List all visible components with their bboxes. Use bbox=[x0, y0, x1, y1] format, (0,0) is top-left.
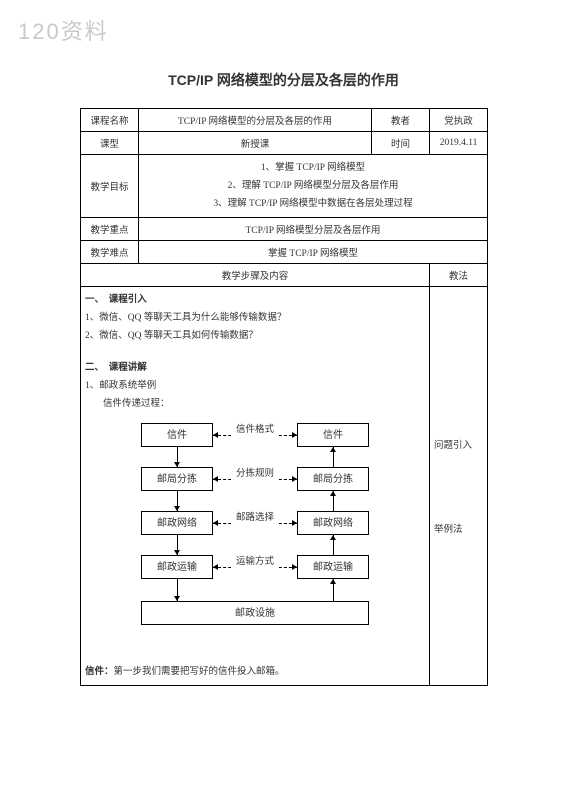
cell-goals-label: 教学目标 bbox=[81, 155, 139, 218]
flow-right-2: 邮政网络 bbox=[297, 511, 369, 535]
page: TCP/IP 网络模型的分层及各层的作用 课程名称 TCP/IP 网络模型的分层… bbox=[80, 70, 487, 686]
cell-type-label: 课型 bbox=[81, 132, 139, 155]
flow-left-3: 邮政运输 bbox=[141, 555, 213, 579]
arrow-u-r-2 bbox=[330, 535, 336, 540]
goals-row: 教学目标 1、掌握 TCP/IP 网络模型 2、理解 TCP/IP 网络模型分层… bbox=[81, 155, 488, 218]
flow-label-3: 运输方式 bbox=[231, 553, 279, 571]
cell-type: 新授课 bbox=[139, 132, 372, 155]
spacer bbox=[434, 451, 483, 521]
section-1-line-2: 2、微信、QQ 等聊天工具如何传输数据？ bbox=[85, 327, 425, 345]
cell-method-label: 教法 bbox=[430, 264, 488, 287]
cell-difficulty: 掌握 TCP/IP 网络模型 bbox=[139, 241, 488, 264]
flow-label-1: 分拣规则 bbox=[231, 465, 279, 483]
flow-left-1: 邮局分拣 bbox=[141, 467, 213, 491]
cell-teacher-label: 教者 bbox=[372, 109, 430, 132]
header-row-2: 课型 新授课 时间 2019.4.11 bbox=[81, 132, 488, 155]
arrow-r-3 bbox=[292, 564, 297, 570]
lesson-table: 课程名称 TCP/IP 网络模型的分层及各层的作用 教者 党执政 课型 新授课 … bbox=[80, 108, 488, 686]
arrow-l-2 bbox=[213, 520, 218, 526]
doc-title: TCP/IP 网络模型的分层及各层的作用 bbox=[80, 70, 487, 90]
goal-3: 3、理解 TCP/IP 网络模型中数据在各层处理过程 bbox=[143, 195, 483, 213]
arrow-r-1 bbox=[292, 476, 297, 482]
flow-left-2: 邮政网络 bbox=[141, 511, 213, 535]
flow-label-2: 邮路选择 bbox=[231, 509, 279, 527]
cell-difficulty-label: 教学难点 bbox=[81, 241, 139, 264]
arrow-l-3 bbox=[213, 564, 218, 570]
watermark: 120资料 bbox=[18, 14, 109, 46]
cell-focus-label: 教学重点 bbox=[81, 218, 139, 241]
arrow-l-0 bbox=[213, 432, 218, 438]
bottom-note: 信件：第一步我们需要把写好的信件投入邮箱。 bbox=[85, 663, 425, 681]
header-row-1: 课程名称 TCP/IP 网络模型的分层及各层的作用 教者 党执政 bbox=[81, 109, 488, 132]
section-2-title: 二、 课程讲解 bbox=[85, 359, 425, 377]
cell-time: 2019.4.11 bbox=[430, 132, 488, 155]
arrow-u-r-1 bbox=[330, 491, 336, 496]
spacer bbox=[85, 345, 425, 359]
focus-row: 教学重点 TCP/IP 网络模型分层及各层作用 bbox=[81, 218, 488, 241]
flow-right-3: 邮政运输 bbox=[297, 555, 369, 579]
arrow-u-r-bottom bbox=[330, 579, 336, 584]
goal-2: 2、理解 TCP/IP 网络模型分层及各层作用 bbox=[143, 177, 483, 195]
flow-right-0: 信件 bbox=[297, 423, 369, 447]
body-row: 一、 课程引入 1、微信、QQ 等聊天工具为什么能够传输数据？ 2、微信、QQ … bbox=[81, 287, 488, 686]
section-1-title: 一、 课程引入 bbox=[85, 291, 425, 309]
section-1-line-1: 1、微信、QQ 等聊天工具为什么能够传输数据？ bbox=[85, 309, 425, 327]
flow-left-0: 信件 bbox=[141, 423, 213, 447]
postal-flowchart: 信件 信件信件格式邮局分拣 邮局分拣分拣规则邮政网络 邮政网络邮路选择邮政运输 邮政运输… bbox=[115, 423, 395, 653]
flow-bottom: 邮政设施 bbox=[141, 601, 369, 625]
flow-right-1: 邮局分拣 bbox=[297, 467, 369, 491]
method-1: 问题引入 bbox=[434, 437, 483, 451]
section-2-line-2: 信件传递过程： bbox=[103, 395, 425, 413]
steps-header-row: 教学步骤及内容 教法 bbox=[81, 264, 488, 287]
arrow-r-0 bbox=[292, 432, 297, 438]
bottom-bold: 信件： bbox=[85, 667, 114, 677]
difficulty-row: 教学难点 掌握 TCP/IP 网络模型 bbox=[81, 241, 488, 264]
arrow-l-1 bbox=[213, 476, 218, 482]
cell-goals: 1、掌握 TCP/IP 网络模型 2、理解 TCP/IP 网络模型分层及各层作用… bbox=[139, 155, 488, 218]
method-2: 举例法 bbox=[434, 521, 483, 535]
cell-course-name: TCP/IP 网络模型的分层及各层的作用 bbox=[139, 109, 372, 132]
goal-1: 1、掌握 TCP/IP 网络模型 bbox=[143, 159, 483, 177]
arrow-r-2 bbox=[292, 520, 297, 526]
method-cell: 问题引入 举例法 bbox=[430, 287, 488, 686]
section-2-line-1: 1、邮政系统举例 bbox=[85, 377, 425, 395]
cell-time-label: 时间 bbox=[372, 132, 430, 155]
bottom-rest: 第一步我们需要把写好的信件投入邮箱。 bbox=[114, 667, 285, 677]
cell-teacher: 党执政 bbox=[430, 109, 488, 132]
cell-course-name-label: 课程名称 bbox=[81, 109, 139, 132]
cell-focus: TCP/IP 网络模型分层及各层作用 bbox=[139, 218, 488, 241]
cell-steps-label: 教学步骤及内容 bbox=[81, 264, 430, 287]
flow-label-0: 信件格式 bbox=[231, 421, 279, 439]
arrow-u-r-0 bbox=[330, 447, 336, 452]
content-cell: 一、 课程引入 1、微信、QQ 等聊天工具为什么能够传输数据？ 2、微信、QQ … bbox=[81, 287, 430, 686]
